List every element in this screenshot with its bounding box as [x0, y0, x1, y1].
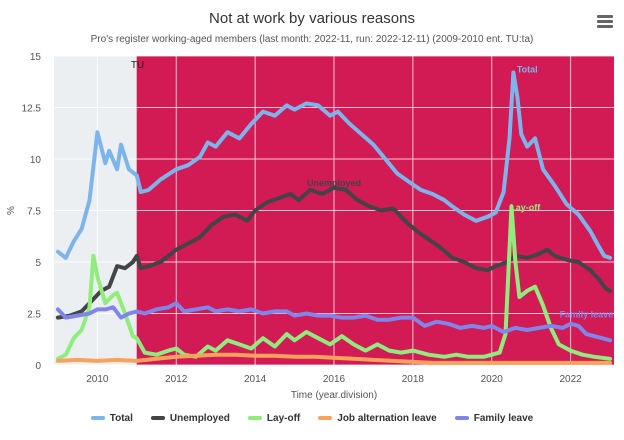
y-tick-label: 0	[35, 361, 41, 372]
series-line-unemployed	[55, 185, 613, 320]
series-line-job-alternation-leave	[55, 352, 613, 365]
x-tick-label: 2018	[402, 374, 425, 385]
hamburger-menu-icon[interactable]	[597, 15, 613, 29]
series-label-unemployed: Unemployed	[307, 178, 361, 188]
chart-legend: Total Unemployed Lay-off Job alternation le…	[0, 412, 624, 424]
legend-item-total[interactable]: Total	[90, 412, 133, 424]
y-tick-label: 10	[30, 155, 42, 166]
x-tick-label: 2020	[481, 374, 504, 385]
legend-label: Total	[109, 412, 133, 424]
legend-label: Family leave	[473, 412, 534, 424]
legend-label: Unemployed	[169, 412, 230, 424]
chart-subtitle: Pro's register working-aged members (las…	[90, 34, 534, 45]
series-line-family-leave	[55, 301, 613, 343]
x-axis-label: Time (year.division)	[291, 390, 377, 401]
y-tick-label: 5	[35, 258, 41, 269]
plot-band-label: TU	[131, 60, 144, 71]
series-line-total	[55, 70, 613, 260]
legend-swatch	[150, 416, 165, 420]
y-tick-label: 7.5	[27, 207, 41, 218]
y-tick-label: 2.5	[27, 310, 41, 321]
legend-swatch	[247, 416, 262, 420]
legend-swatch	[90, 416, 105, 420]
series-label-total: Total	[517, 64, 538, 74]
legend-item-job-alternation-leave[interactable]: Job alternation leave	[318, 412, 437, 424]
legend-label: Lay-off	[266, 412, 301, 424]
y-tick-label: 15	[30, 52, 42, 63]
chart-title: Not at work by various reasons	[209, 10, 415, 27]
legend-label: Job alternation leave	[337, 412, 437, 424]
x-tick-label: 2010	[86, 374, 109, 385]
legend-swatch	[318, 416, 333, 420]
legend-item-unemployed[interactable]: Unemployed	[150, 412, 230, 424]
y-axis-label: %	[6, 206, 17, 215]
series-label-lay-off: Lay-off	[510, 203, 541, 213]
series-line-lay-off	[55, 204, 613, 361]
legend-item-family-leave[interactable]: Family leave	[454, 412, 534, 424]
legend-item-lay-off[interactable]: Lay-off	[247, 412, 301, 424]
series-label-family-leave: Family leave	[560, 310, 614, 320]
x-tick-label: 2014	[244, 374, 267, 385]
x-tick-label: 2016	[323, 374, 346, 385]
legend-swatch	[454, 416, 469, 420]
y-tick-label: 12.5	[22, 104, 42, 115]
x-tick-label: 2012	[165, 374, 188, 385]
x-tick-label: 2022	[559, 374, 582, 385]
